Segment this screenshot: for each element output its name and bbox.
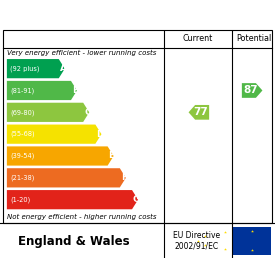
Text: D: D xyxy=(96,130,104,139)
Polygon shape xyxy=(7,168,126,188)
Text: Energy Efficiency Rating: Energy Efficiency Rating xyxy=(46,8,229,21)
Text: (81-91): (81-91) xyxy=(10,87,34,94)
Text: C: C xyxy=(84,108,91,117)
Text: B: B xyxy=(72,86,79,95)
Text: A: A xyxy=(60,64,67,73)
Text: (92 plus): (92 plus) xyxy=(10,65,40,72)
Text: F: F xyxy=(121,173,127,182)
Polygon shape xyxy=(7,81,77,100)
Text: Not energy efficient - higher running costs: Not energy efficient - higher running co… xyxy=(7,214,156,220)
Text: EU Directive
2002/91/EC: EU Directive 2002/91/EC xyxy=(173,231,220,250)
Polygon shape xyxy=(7,59,65,78)
Text: E: E xyxy=(108,151,115,160)
Text: (55-68): (55-68) xyxy=(10,131,35,138)
Polygon shape xyxy=(189,105,209,120)
Text: 87: 87 xyxy=(243,85,258,95)
Text: 77: 77 xyxy=(194,107,208,117)
Polygon shape xyxy=(7,103,89,122)
Polygon shape xyxy=(7,146,114,166)
Text: Potential: Potential xyxy=(236,34,271,43)
Polygon shape xyxy=(242,83,262,98)
Text: England & Wales: England & Wales xyxy=(18,235,130,248)
Text: (69-80): (69-80) xyxy=(10,109,35,116)
Text: (39-54): (39-54) xyxy=(10,153,35,159)
Text: (1-20): (1-20) xyxy=(10,196,31,203)
Polygon shape xyxy=(7,125,101,144)
Text: (21-38): (21-38) xyxy=(10,175,35,181)
FancyBboxPatch shape xyxy=(232,227,271,255)
Text: Current: Current xyxy=(182,34,213,43)
Text: G: G xyxy=(133,195,140,204)
Polygon shape xyxy=(7,190,138,209)
Text: Very energy efficient - lower running costs: Very energy efficient - lower running co… xyxy=(7,50,156,56)
